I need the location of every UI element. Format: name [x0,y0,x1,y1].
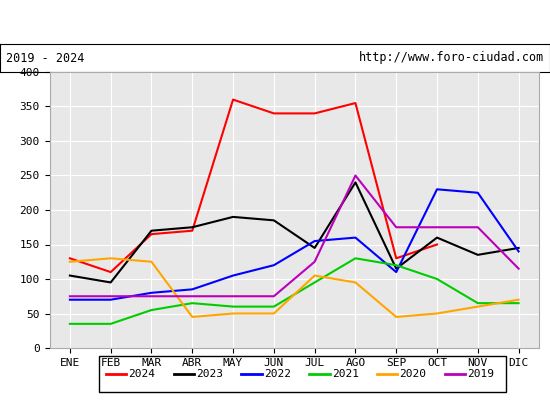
Text: 2019 - 2024: 2019 - 2024 [6,52,84,64]
Text: 2024: 2024 [128,369,155,379]
Text: 2020: 2020 [399,369,426,379]
Text: 2022: 2022 [264,369,291,379]
Text: 2021: 2021 [332,369,359,379]
Text: Evolucion Nº Turistas Extranjeros en el municipio de Rubite: Evolucion Nº Turistas Extranjeros en el … [6,14,544,30]
Text: 2023: 2023 [196,369,223,379]
FancyBboxPatch shape [99,356,506,392]
Text: http://www.foro-ciudad.com: http://www.foro-ciudad.com [359,52,544,64]
Text: 2019: 2019 [468,369,494,379]
